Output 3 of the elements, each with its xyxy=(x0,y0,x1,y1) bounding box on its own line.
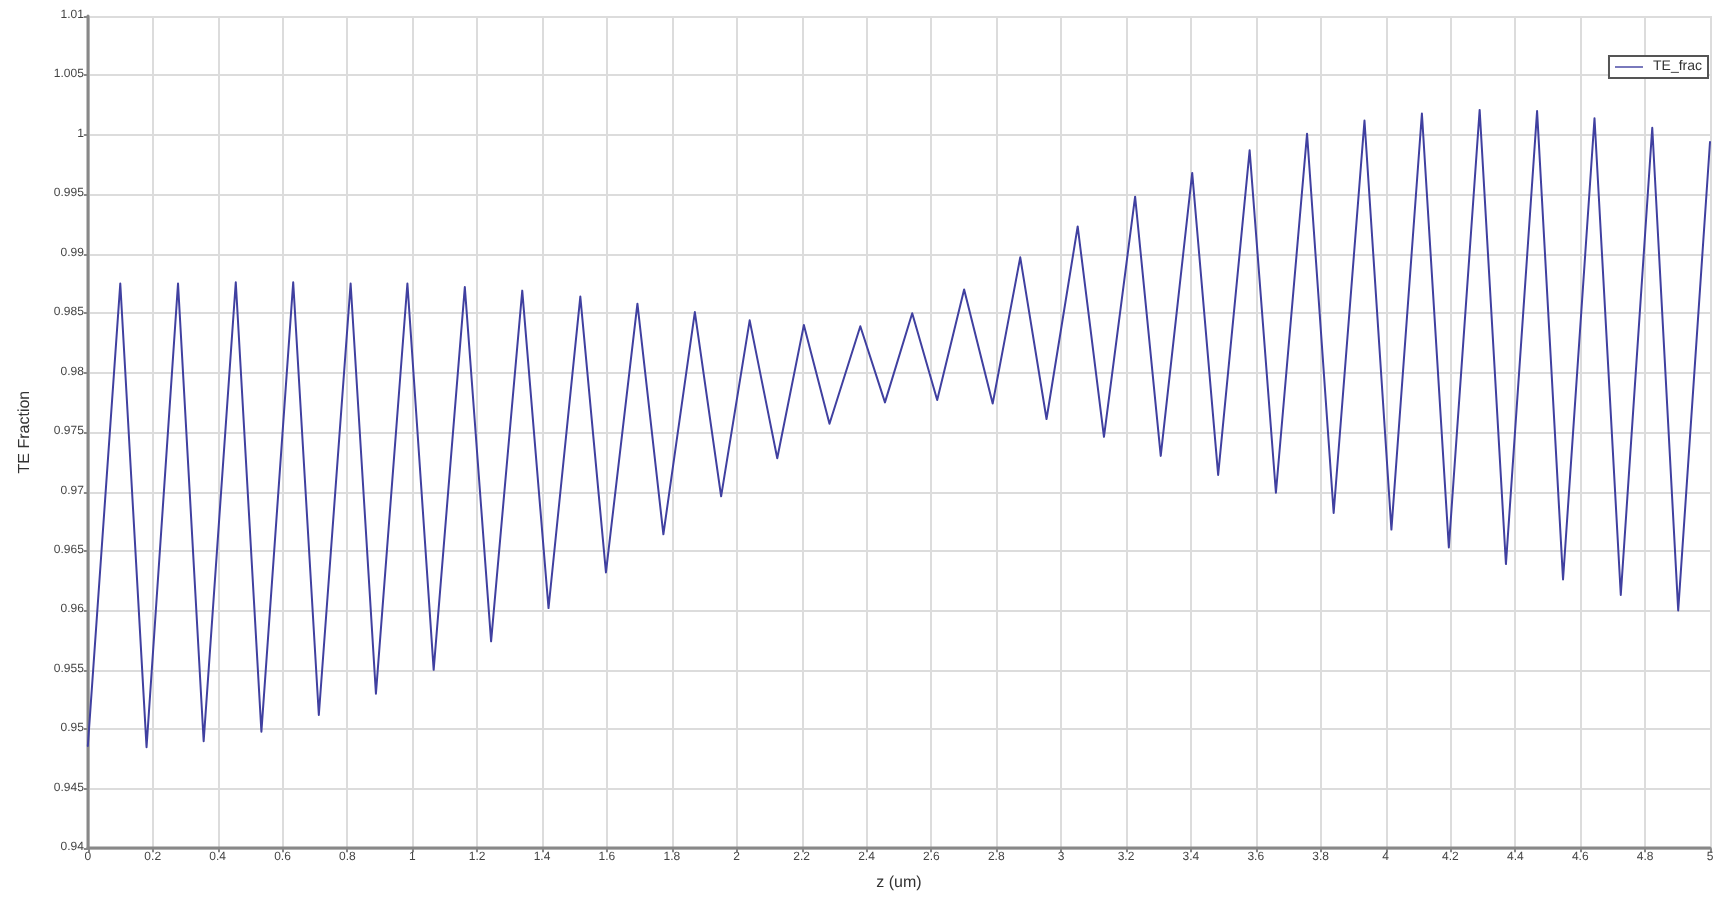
x-axis-title: z (um) xyxy=(876,873,923,891)
line-series xyxy=(86,108,1711,749)
y-axis-title: TE Fraction xyxy=(15,390,33,474)
